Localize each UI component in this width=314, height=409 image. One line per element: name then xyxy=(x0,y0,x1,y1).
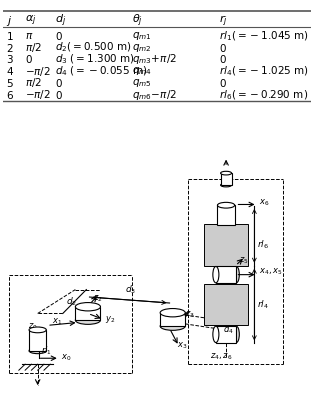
Text: $d_4\ (= -0.055\ \mathrm{m})$: $d_4\ (= -0.055\ \mathrm{m})$ xyxy=(56,64,148,78)
Text: $\pi$: $\pi$ xyxy=(25,31,33,41)
Text: $x_4, x_5$: $x_4, x_5$ xyxy=(259,266,283,276)
Text: $\pi/2$: $\pi/2$ xyxy=(25,41,41,54)
Text: $d_3$: $d_3$ xyxy=(125,283,136,296)
Text: $0$: $0$ xyxy=(56,89,63,101)
Text: $0$: $0$ xyxy=(56,77,63,89)
Text: $2$: $2$ xyxy=(6,42,14,54)
Text: $\theta_j$: $\theta_j$ xyxy=(133,13,143,29)
Text: $r_j$: $r_j$ xyxy=(219,13,227,29)
Bar xyxy=(29,330,46,351)
Ellipse shape xyxy=(75,316,100,324)
Text: $x_1$: $x_1$ xyxy=(52,317,62,328)
Text: $q_{m2}$: $q_{m2}$ xyxy=(133,42,152,54)
Ellipse shape xyxy=(213,326,219,343)
Bar xyxy=(204,283,248,326)
Bar xyxy=(221,173,232,185)
Bar xyxy=(216,326,236,343)
Text: $rl_1$: $rl_1$ xyxy=(41,345,52,357)
Text: $0$: $0$ xyxy=(219,42,226,54)
Text: $j$: $j$ xyxy=(6,14,13,28)
Text: $rl_4(= -1.025\ \mathrm{m})$: $rl_4(= -1.025\ \mathrm{m})$ xyxy=(219,64,308,78)
Bar xyxy=(218,205,235,225)
Text: $q_{m6}\!-\!\pi/2$: $q_{m6}\!-\!\pi/2$ xyxy=(133,88,177,102)
Ellipse shape xyxy=(29,327,46,333)
Ellipse shape xyxy=(160,322,185,330)
Text: $6$: $6$ xyxy=(6,89,14,101)
Text: $z_5$: $z_5$ xyxy=(239,256,248,266)
Text: $rl_6(= -0.290\ \mathrm{m})$: $rl_6(= -0.290\ \mathrm{m})$ xyxy=(219,88,308,101)
Bar xyxy=(216,266,236,283)
Text: $x_3$: $x_3$ xyxy=(177,341,188,351)
Text: $0$: $0$ xyxy=(25,54,33,65)
Text: $rl_1(= -1.045\ \mathrm{m})$: $rl_1(= -1.045\ \mathrm{m})$ xyxy=(219,29,308,43)
Text: $0$: $0$ xyxy=(56,30,63,42)
Text: $3$: $3$ xyxy=(6,54,14,65)
Text: $x_0$: $x_0$ xyxy=(61,353,72,364)
Text: $q_{m1}$: $q_{m1}$ xyxy=(133,30,152,42)
Text: $z_4, z_6$: $z_4, z_6$ xyxy=(210,351,233,362)
Ellipse shape xyxy=(220,171,232,175)
Ellipse shape xyxy=(233,326,239,343)
Text: $-\pi/2$: $-\pi/2$ xyxy=(25,65,50,78)
Text: $rl_6$: $rl_6$ xyxy=(257,238,269,251)
Text: $5$: $5$ xyxy=(6,77,14,89)
Text: $0$: $0$ xyxy=(219,54,226,65)
Bar xyxy=(204,224,248,266)
Bar xyxy=(75,307,100,320)
Text: $q_{m3}\!+\!\pi/2$: $q_{m3}\!+\!\pi/2$ xyxy=(133,52,177,66)
Text: $z_3$: $z_3$ xyxy=(185,310,195,320)
Ellipse shape xyxy=(75,303,100,311)
Text: $y_2$: $y_2$ xyxy=(105,314,116,325)
Text: $d_3\ (= 1.300\ \mathrm{m})$: $d_3\ (= 1.300\ \mathrm{m})$ xyxy=(56,53,135,66)
Text: $-\pi/2$: $-\pi/2$ xyxy=(25,88,50,101)
Text: $q_{m5}$: $q_{m5}$ xyxy=(133,77,152,89)
Ellipse shape xyxy=(218,202,235,208)
Text: $d_2$: $d_2$ xyxy=(66,295,77,308)
Text: $0$: $0$ xyxy=(219,77,226,89)
Text: $z_0$: $z_0$ xyxy=(28,321,38,332)
Text: $z_2$: $z_2$ xyxy=(93,293,102,303)
Text: $\alpha_j$: $\alpha_j$ xyxy=(25,14,36,29)
Text: $\pi/2$: $\pi/2$ xyxy=(25,76,41,90)
Text: $rl_4$: $rl_4$ xyxy=(257,298,269,311)
Text: $x_6$: $x_6$ xyxy=(259,198,269,208)
Ellipse shape xyxy=(220,183,232,187)
Bar xyxy=(160,313,185,326)
Text: $q_{m4}$: $q_{m4}$ xyxy=(133,65,152,77)
Ellipse shape xyxy=(29,348,46,354)
Text: $d_4$: $d_4$ xyxy=(223,324,234,336)
Text: $4$: $4$ xyxy=(6,65,14,77)
Ellipse shape xyxy=(160,308,185,317)
Ellipse shape xyxy=(218,222,235,227)
Ellipse shape xyxy=(233,266,239,283)
Text: $d_2(= 0.500\ \mathrm{m})$: $d_2(= 0.500\ \mathrm{m})$ xyxy=(56,41,132,54)
Text: $1$: $1$ xyxy=(6,30,14,42)
Ellipse shape xyxy=(213,266,219,283)
Text: $d_j$: $d_j$ xyxy=(56,13,67,29)
